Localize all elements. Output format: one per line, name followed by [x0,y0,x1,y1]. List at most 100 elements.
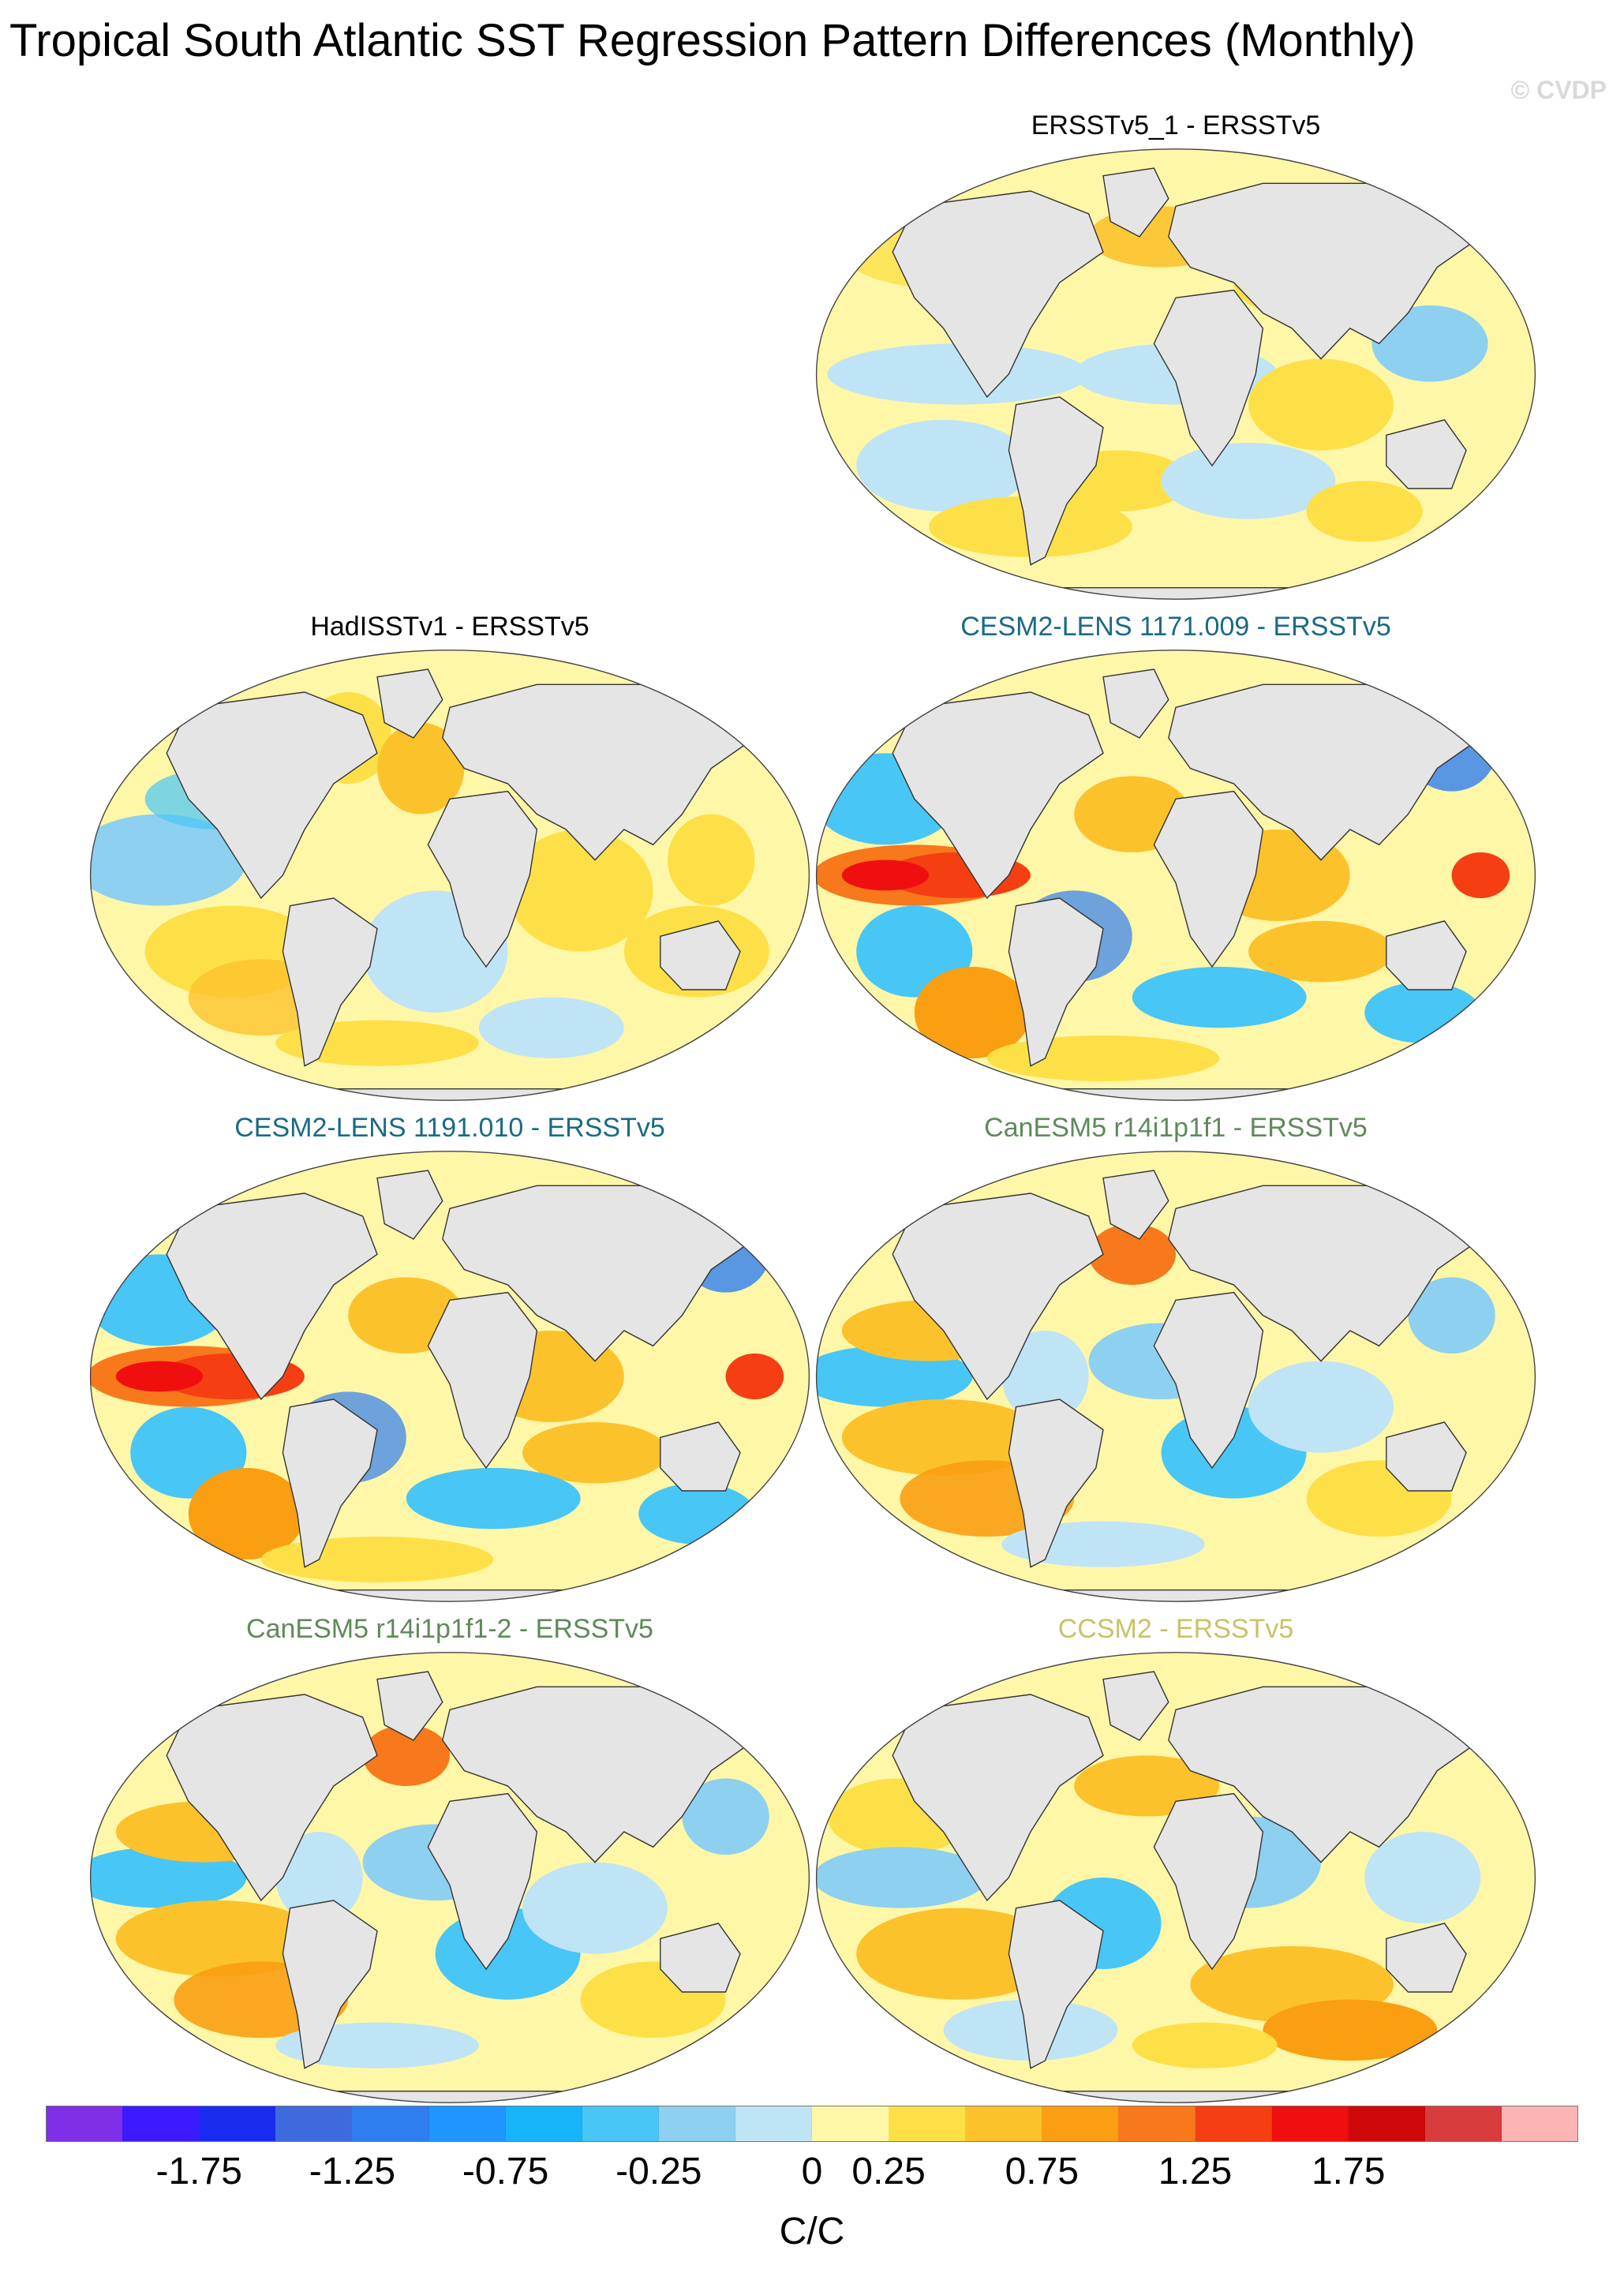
map-outline [815,1151,1536,1602]
land-africa [427,790,538,968]
land-australia [660,920,741,990]
anomaly-region [1132,2022,1278,2069]
anomaly-region [188,1468,305,1559]
land-africa [1153,790,1264,968]
anomaly-region [841,1399,1046,1476]
robinson-map [815,1652,1536,2103]
land-australia [1386,920,1467,990]
land-northAmerica [892,1694,1104,1902]
colorbar-tick-label: 1.75 [1311,2151,1386,2192]
map-outline [89,650,810,1101]
panel-title: CESM2-LENS 1191.010 - ERSSTv5 [234,1113,665,1143]
robinson-map [815,1151,1536,1602]
anomaly-region [1161,443,1336,519]
anomaly-region [115,1900,320,1977]
colorbar-tick-label: 1.25 [1158,2151,1233,2192]
anomaly-region [856,420,1031,511]
land-greenland [376,668,443,739]
map-outline [815,148,1536,600]
land-southAmerica [1008,897,1104,1067]
colorbar-box [1424,2106,1502,2142]
anomaly-region [1248,1361,1394,1453]
colorbar-box [658,2106,736,2142]
anomaly-region [725,1354,784,1399]
land-southAmerica [1008,1900,1104,2069]
anomaly-region [90,814,247,906]
map-outline [89,1151,810,1602]
land-australia [1386,1923,1467,1993]
colorbar-box [1118,2106,1196,2142]
anomaly-region [507,829,653,952]
panel-title: CanESM5 r14i1p1f1 - ERSSTv5 [984,1113,1368,1143]
anomaly-region [1364,982,1481,1043]
land-australia [1386,1421,1467,1492]
panel-title: CESM2-LENS 1171.009 - ERSSTv5 [960,612,1391,642]
land-antarctica [943,2090,1409,2103]
colorbar-box [428,2106,507,2142]
anomaly-region [362,1724,450,1786]
colorbar-tick-label: -1.75 [155,2151,242,2192]
anomaly-region [682,1778,769,1855]
anomaly-region [478,997,624,1058]
anomaly-region [841,859,930,891]
land-northAmerica [892,190,1104,399]
anomaly-region [1451,852,1510,898]
land-australia [660,1421,741,1492]
anomaly-region [1001,1331,1089,1422]
anomaly-region [522,1862,668,1954]
panel-title: CCSM2 - ERSSTv5 [1057,1614,1294,1644]
colorbar-tick-label: -0.25 [616,2151,702,2192]
robinson-map [89,1652,810,2103]
land-northAmerica [166,1694,378,1902]
land-greenland [376,1671,443,1741]
colorbar-tick-label: -0.75 [462,2151,549,2192]
land-greenland [1102,167,1169,238]
map-panel: CanESM5 r14i1p1f1 - ERSSTv5 [813,1113,1539,1610]
colorbar-box [812,2106,889,2142]
land-greenland [1102,1170,1169,1240]
colorbar-box [965,2106,1042,2142]
land-southAmerica [1008,396,1104,566]
anomaly-region [377,722,465,814]
colorbar-box [1348,2106,1426,2142]
land-antarctica [943,1088,1409,1101]
anomaly-region [1371,305,1488,382]
map-panel: CanESM5 r14i1p1f1-2 - ERSSTv5 [87,1614,813,2111]
land-antarctica [943,586,1409,600]
anomaly-region [90,1847,247,1908]
land-northAmerica [166,1193,378,1401]
anomaly-region [638,1483,755,1545]
land-australia [1386,419,1467,489]
colorbar [46,2106,1579,2144]
anomaly-region [522,1422,668,1484]
anomaly-region [1132,967,1307,1028]
land-antarctica [217,1589,683,1602]
colorbar-box [735,2106,813,2142]
map-panel: HadISSTv1 - ERSSTv5 [87,612,813,1109]
map-panel: CESM2-LENS 1191.010 - ERSSTv5 [87,1113,813,1610]
colorbar-tick-label: 0.75 [1005,2151,1080,2192]
panel-title: ERSSTv5_1 - ERSSTv5 [1031,110,1321,140]
land-greenland [1102,1671,1169,1741]
map-panel: CESM2-LENS 1171.009 - ERSSTv5 [813,612,1539,1109]
land-southAmerica [282,1398,378,1568]
land-antarctica [217,1088,683,1101]
robinson-map [89,1151,810,1602]
cvdp-watermark: © CVDP [1510,76,1607,104]
colorbar-box [122,2106,200,2142]
colorbar-tick-label: -1.25 [309,2151,396,2192]
land-northAmerica [892,691,1104,900]
land-southAmerica [282,1900,378,2069]
anomaly-region [1364,1832,1481,1923]
figure-title: Tropical South Atlantic SST Regression P… [9,15,1416,66]
anomaly-region [986,1035,1220,1081]
land-northAmerica [166,691,378,900]
map-outline [815,1652,1536,2103]
map-outline [89,1652,810,2103]
map-panel: ERSSTv5_1 - ERSSTv5 [813,110,1539,608]
land-africa [1153,289,1264,467]
robinson-map [89,650,810,1101]
anomaly-region [275,1832,363,1923]
land-africa [427,1291,538,1470]
anomaly-region [668,814,755,906]
